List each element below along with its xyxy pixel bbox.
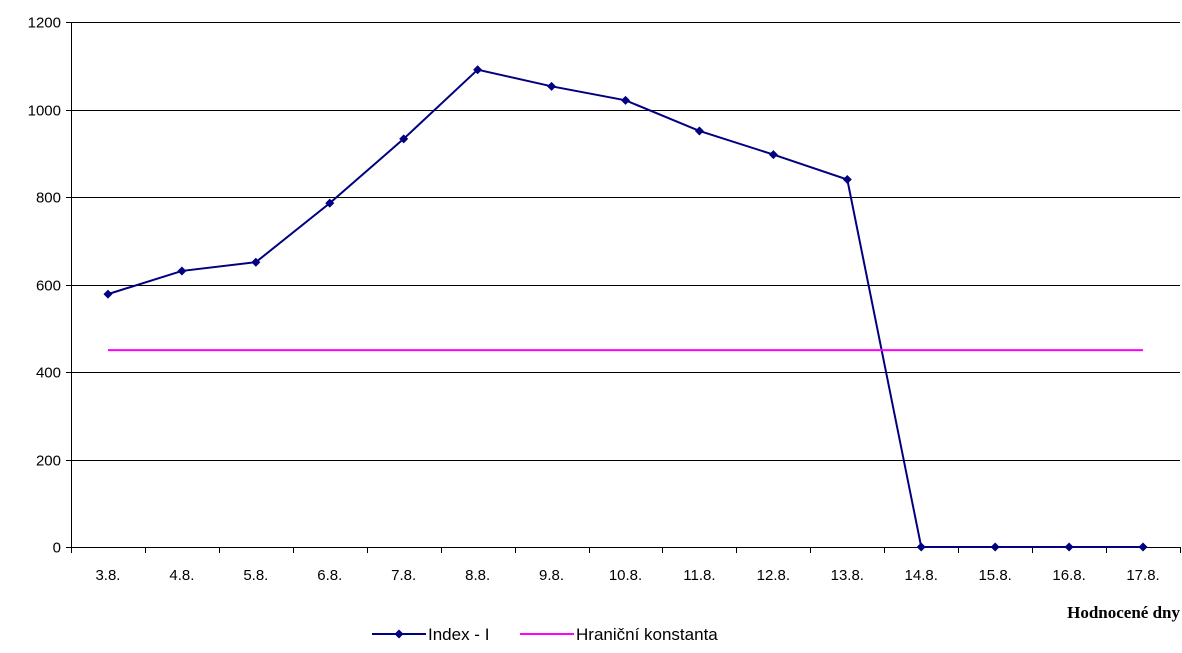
x-tick-label: 13.8. bbox=[831, 567, 864, 584]
data-point bbox=[842, 175, 852, 184]
x-axis-title: Hodnocené dny bbox=[1067, 603, 1180, 622]
gridlines bbox=[71, 22, 1180, 461]
data-point bbox=[1064, 542, 1074, 552]
legend-label: Index - I bbox=[428, 625, 489, 644]
data-point bbox=[251, 257, 261, 267]
x-tick-label: 14.8. bbox=[905, 567, 938, 584]
y-tick-label: 800 bbox=[36, 190, 61, 207]
x-tick-label: 6.8. bbox=[317, 567, 342, 584]
y-tick-label: 200 bbox=[36, 453, 61, 470]
legend: Index - I Hraniční konstanta bbox=[372, 625, 718, 644]
x-tick-label: 17.8. bbox=[1126, 567, 1159, 584]
y-tick-label: 400 bbox=[36, 365, 61, 382]
x-tick-label: 12.8. bbox=[757, 567, 790, 584]
legend-item: Hraniční konstanta bbox=[520, 625, 718, 644]
y-tick-label: 600 bbox=[36, 278, 61, 295]
y-tick-label: 1000 bbox=[28, 103, 61, 120]
series-lines bbox=[103, 65, 1148, 552]
data-point bbox=[768, 150, 778, 160]
legend-label: Hraniční konstanta bbox=[576, 625, 718, 644]
legend-item: Index - I bbox=[372, 625, 489, 644]
series-line-index bbox=[107, 68, 1144, 548]
data-point bbox=[399, 134, 409, 144]
x-tick-label: 5.8. bbox=[243, 567, 268, 584]
x-tick-label: 3.8. bbox=[95, 567, 120, 584]
data-point bbox=[1138, 542, 1148, 552]
x-tick-label: 4.8. bbox=[169, 567, 194, 584]
data-point bbox=[621, 95, 630, 105]
data-point bbox=[547, 81, 557, 91]
x-tick-label: 15.8. bbox=[978, 567, 1011, 584]
x-tick-label: 11.8. bbox=[683, 567, 715, 584]
data-point bbox=[990, 542, 1000, 552]
data-point bbox=[916, 542, 926, 552]
legend-swatch-marker bbox=[394, 629, 404, 639]
y-tick-label: 0 bbox=[53, 540, 61, 557]
tick-labels: 0 200 400 600 800 1000 1200 3.8. 4.8. 5.8. 6.8. 7.8… bbox=[28, 15, 1160, 585]
data-point bbox=[103, 289, 113, 299]
data-point bbox=[473, 65, 483, 75]
data-point bbox=[694, 126, 704, 136]
y-tick-label: 1200 bbox=[28, 15, 61, 32]
x-tick-label: 7.8. bbox=[391, 567, 416, 584]
data-point bbox=[325, 198, 335, 208]
x-tick-label: 16.8. bbox=[1052, 567, 1085, 584]
data-point bbox=[177, 266, 187, 276]
x-tick-label: 10.8. bbox=[609, 567, 642, 584]
x-tick-label: 9.8. bbox=[539, 567, 564, 584]
x-tick-label: 8.8. bbox=[465, 567, 490, 584]
